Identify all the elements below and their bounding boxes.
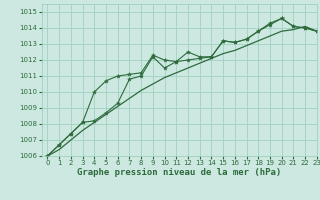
X-axis label: Graphe pression niveau de la mer (hPa): Graphe pression niveau de la mer (hPa) xyxy=(77,168,281,177)
